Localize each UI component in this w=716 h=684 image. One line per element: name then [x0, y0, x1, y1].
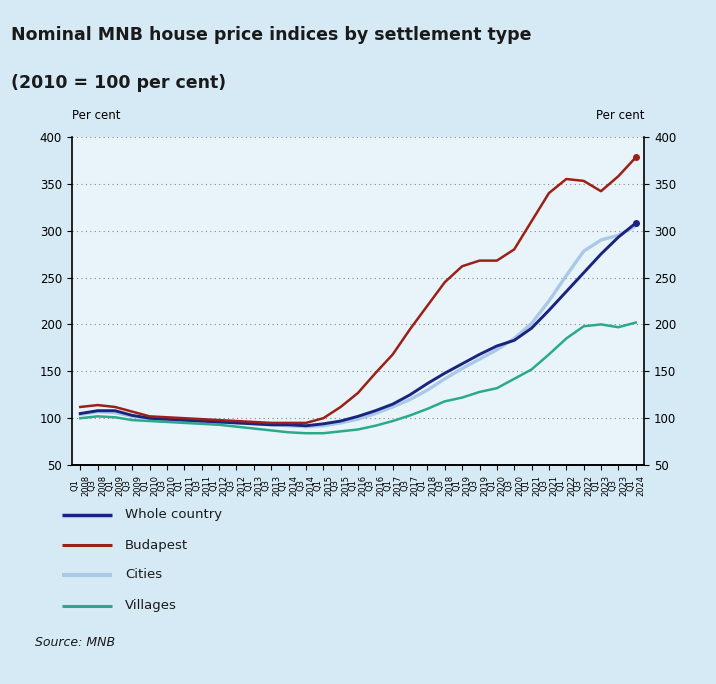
Text: Whole country: Whole country — [125, 508, 222, 521]
Text: Cities: Cities — [125, 568, 162, 581]
Text: Budapest: Budapest — [125, 539, 188, 552]
Text: Source: MNB: Source: MNB — [35, 636, 115, 650]
Text: (2010 = 100 per cent): (2010 = 100 per cent) — [11, 75, 226, 92]
Text: Per cent: Per cent — [596, 109, 644, 122]
Text: Nominal MNB house price indices by settlement type: Nominal MNB house price indices by settl… — [11, 25, 531, 44]
Text: Per cent: Per cent — [72, 109, 120, 122]
Text: Villages: Villages — [125, 599, 177, 612]
